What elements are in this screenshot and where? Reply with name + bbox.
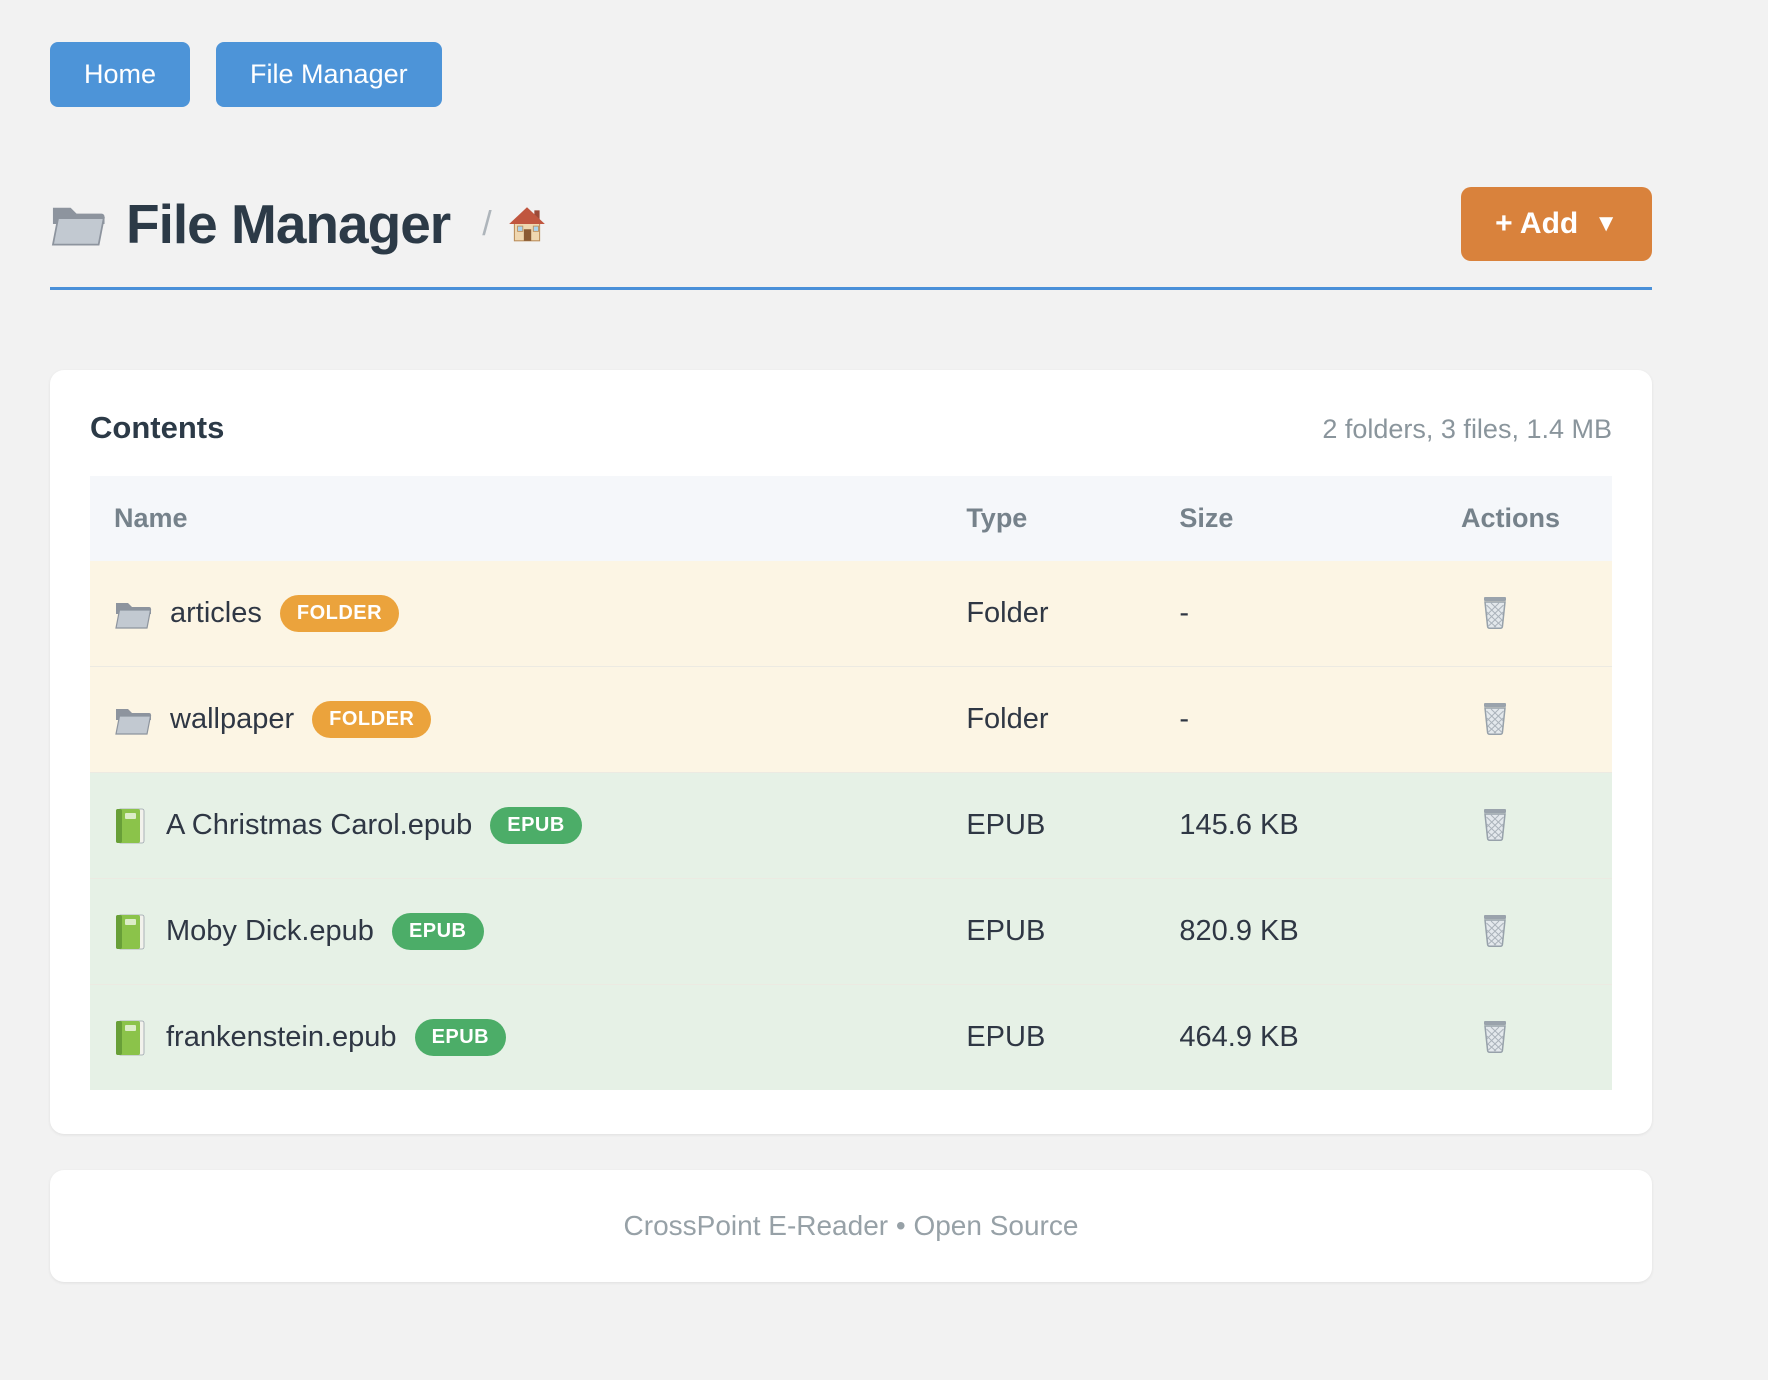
delete-button[interactable] [1477, 911, 1513, 952]
file-size: 145.6 KB [1179, 809, 1299, 841]
table-row: wallpaper FOLDER Folder - [90, 666, 1612, 772]
trash-icon [1477, 911, 1513, 952]
footer-text: CrossPoint E-Reader • Open Source [623, 1210, 1079, 1241]
book-icon [114, 807, 148, 845]
house-icon[interactable] [506, 203, 548, 245]
chevron-down-icon: ▼ [1594, 210, 1618, 237]
file-table: Name Type Size Actions articles FOLDER F… [90, 476, 1612, 1090]
column-header-name: Name [114, 503, 188, 533]
column-header-size: Size [1179, 503, 1234, 533]
file-type: Folder [966, 703, 1049, 735]
file-manager-button[interactable]: File Manager [216, 42, 442, 107]
trash-icon [1477, 699, 1513, 740]
file-type: Folder [966, 597, 1049, 629]
page-title: File Manager [126, 193, 451, 255]
file-name[interactable]: A Christmas Carol.epub [166, 809, 473, 841]
trash-icon [1477, 593, 1513, 634]
type-badge: EPUB [414, 1019, 507, 1056]
file-manager-page: Home File Manager File Manager / + Add ▼ [50, 42, 1652, 1282]
contents-summary: 2 folders, 3 files, 1.4 MB [1322, 414, 1612, 444]
type-badge: FOLDER [279, 595, 400, 632]
contents-card: Contents 2 folders, 3 files, 1.4 MB Name… [50, 370, 1652, 1134]
breadcrumb-separator: / [482, 204, 492, 243]
type-badge: EPUB [490, 807, 582, 844]
page-header: File Manager / + Add ▼ [50, 187, 1652, 261]
contents-card-header: Contents 2 folders, 3 files, 1.4 MB [90, 410, 1612, 446]
book-icon [114, 913, 148, 951]
book-icon [114, 1019, 148, 1057]
file-type: EPUB [966, 809, 1046, 841]
table-row: articles FOLDER Folder - [90, 561, 1612, 666]
title-underline [50, 287, 1652, 290]
top-nav: Home File Manager [50, 42, 1652, 107]
file-size: 464.9 KB [1179, 1021, 1299, 1053]
delete-button[interactable] [1477, 1017, 1513, 1058]
file-size: - [1179, 703, 1190, 735]
file-type: EPUB [966, 1021, 1046, 1053]
file-table-header: Name Type Size Actions [90, 476, 1612, 561]
file-size: 820.9 KB [1179, 915, 1299, 947]
file-name[interactable]: wallpaper [170, 703, 295, 735]
add-button-label: + Add [1495, 207, 1579, 240]
folder-icon [114, 704, 152, 736]
file-type: EPUB [966, 915, 1046, 947]
file-name[interactable]: frankenstein.epub [166, 1021, 397, 1053]
add-button[interactable]: + Add ▼ [1461, 187, 1652, 261]
file-size: - [1179, 597, 1190, 629]
table-row: Moby Dick.epub EPUB EPUB 820.9 KB [90, 878, 1612, 984]
delete-button[interactable] [1477, 699, 1513, 740]
file-table-body: articles FOLDER Folder - wallpaper FOLDE… [90, 561, 1612, 1090]
home-button[interactable]: Home [50, 42, 191, 107]
table-row: A Christmas Carol.epub EPUB EPUB 145.6 K… [90, 772, 1612, 878]
type-badge: EPUB [391, 913, 484, 950]
column-header-actions: Actions [1460, 503, 1560, 533]
footer: CrossPoint E-Reader • Open Source [50, 1170, 1652, 1282]
trash-icon [1477, 1017, 1513, 1058]
delete-button[interactable] [1477, 805, 1513, 846]
folder-icon [114, 598, 152, 630]
column-header-type: Type [966, 503, 1028, 533]
trash-icon [1477, 805, 1513, 846]
file-name[interactable]: Moby Dick.epub [166, 915, 374, 947]
folder-icon [50, 200, 106, 248]
table-row: frankenstein.epub EPUB EPUB 464.9 KB [90, 984, 1612, 1090]
contents-heading: Contents [90, 410, 225, 445]
delete-button[interactable] [1477, 593, 1513, 634]
file-name[interactable]: articles [170, 597, 262, 629]
type-badge: FOLDER [312, 701, 432, 738]
